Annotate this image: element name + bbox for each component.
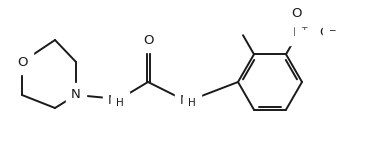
Text: H: H xyxy=(116,98,124,108)
Text: N: N xyxy=(108,94,118,107)
Text: −: − xyxy=(328,25,336,34)
Text: H: H xyxy=(188,98,196,108)
Text: +: + xyxy=(300,23,308,32)
Text: N: N xyxy=(293,27,303,39)
Text: O: O xyxy=(320,27,330,39)
Text: O: O xyxy=(17,55,27,69)
Text: O: O xyxy=(143,34,153,46)
Text: N: N xyxy=(71,89,81,101)
Text: O: O xyxy=(291,7,301,20)
Text: N: N xyxy=(180,94,190,107)
